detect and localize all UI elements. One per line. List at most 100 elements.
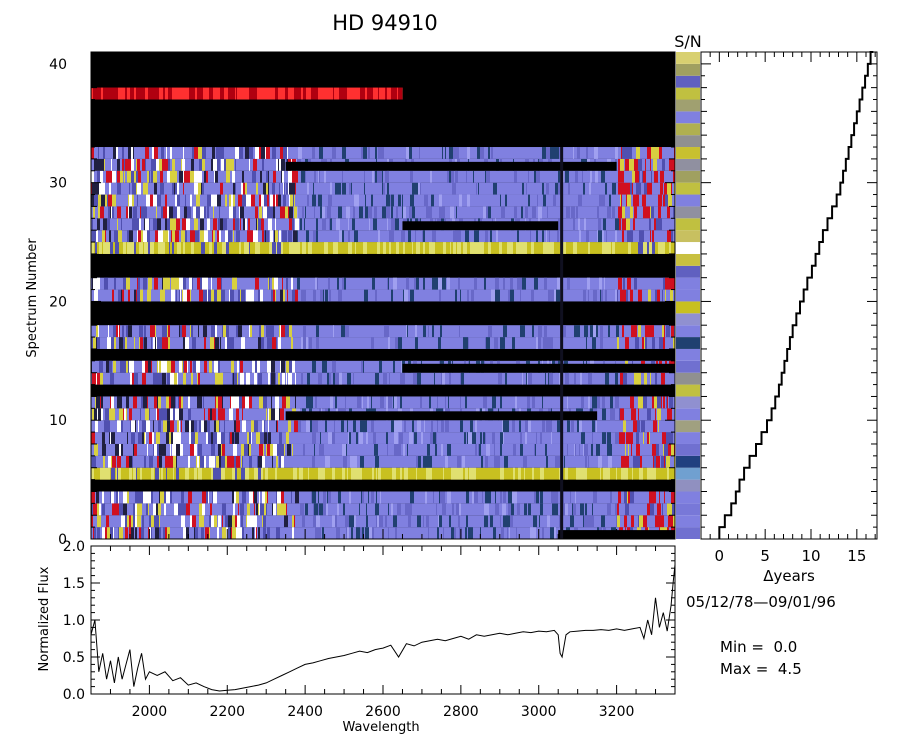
spectrum-texture-stripe	[447, 443, 448, 456]
spectrum-row-13	[91, 372, 675, 385]
spectrum-texture-stripe	[396, 242, 399, 254]
spectrum-texture-stripe	[338, 491, 341, 504]
spectrum-texture-stripe	[254, 503, 255, 516]
spectrum-texture-stripe	[98, 408, 101, 421]
spectrum-texture-stripe	[403, 206, 406, 219]
spectrum-row-fill	[91, 455, 675, 468]
spectrum-texture-stripe	[104, 467, 108, 480]
spectrum-texture-stripe	[322, 206, 325, 219]
spectrum-texture-stripe	[112, 170, 116, 183]
spectrum-texture-stripe	[355, 242, 356, 254]
spectrum-texture-stripe	[391, 194, 394, 207]
spectrum-texture-stripe	[329, 87, 330, 100]
spectrum-texture-stripe	[258, 372, 262, 385]
spectrum-texture-stripe	[165, 218, 167, 231]
spectrum-texture-stripe	[218, 372, 219, 385]
spectrum-texture-stripe	[350, 455, 353, 468]
spectrum-texture-stripe	[128, 194, 129, 207]
spectrum-texture-stripe	[570, 491, 571, 504]
spectrum-texture-stripe	[320, 147, 323, 159]
spectrum-row-fill	[91, 432, 675, 444]
spectrum-texture-stripe	[379, 242, 380, 254]
spectrum-texture-stripe	[108, 325, 109, 338]
spectrum-texture-stripe	[615, 230, 617, 243]
spectrum-texture-stripe	[395, 337, 398, 349]
spectrum-texture-stripe	[167, 206, 169, 219]
spectrum-texture-stripe	[107, 242, 110, 254]
spectrum-texture-stripe	[147, 170, 149, 183]
spectrum-texture-stripe	[190, 443, 194, 456]
spectrum-texture-stripe	[219, 420, 220, 433]
spectrum-texture-stripe	[445, 396, 446, 409]
spectrum-texture-stripe	[263, 182, 266, 195]
spectrum-texture-stripe	[183, 147, 184, 159]
spectrum-texture-stripe	[666, 455, 670, 468]
spectrum-texture-stripe	[643, 230, 644, 243]
spectrum-texture-stripe	[165, 87, 168, 100]
spectrum-texture-stripe	[219, 230, 221, 243]
spectrum-texture-stripe	[292, 360, 295, 373]
spectrum-texture-stripe	[625, 147, 627, 159]
spectrum-texture-stripe	[215, 396, 216, 409]
spectrum-texture-stripe	[186, 218, 190, 231]
spectrum-texture-stripe	[513, 467, 515, 480]
spectrum-texture-stripe	[262, 158, 264, 171]
spectrum-texture-stripe	[597, 206, 599, 219]
spectrum-texture-stripe	[228, 230, 232, 243]
spectrum-texture-stripe	[547, 206, 548, 219]
spectrum-texture-stripe	[557, 230, 559, 243]
spectrum-texture-stripe	[101, 396, 103, 409]
spectrum-texture-stripe	[661, 455, 664, 468]
spectrum-texture-stripe	[102, 527, 105, 539]
spectrum-texture-stripe	[319, 170, 320, 183]
spectrum-texture-stripe	[615, 147, 618, 159]
spectrum-texture-stripe	[448, 443, 451, 456]
spectrum-texture-stripe	[176, 87, 179, 100]
spectrum-texture-stripe	[233, 230, 234, 243]
spectrum-texture-stripe	[230, 527, 231, 539]
spectrum-texture-stripe	[281, 325, 285, 338]
spectrum-texture-stripe	[288, 87, 291, 100]
spectrum-texture-stripe	[563, 503, 565, 516]
spectrum-texture-stripe	[510, 515, 513, 528]
spectrum-texture-stripe	[93, 277, 97, 290]
spectrum-texture-stripe	[170, 443, 171, 456]
spectrum-texture-stripe	[544, 277, 547, 290]
spectrum-texture-stripe	[643, 170, 646, 183]
spectrum-texture-stripe	[255, 515, 257, 528]
spectrum-texture-stripe	[185, 87, 186, 100]
spectrum-y-tick-label: 10	[49, 413, 67, 429]
spectrum-texture-stripe	[537, 194, 538, 207]
spectrum-texture-stripe	[110, 206, 111, 219]
spectrum-row-16	[91, 337, 675, 349]
spectrum-texture-stripe	[201, 242, 204, 254]
spectrum-texture-stripe	[580, 503, 584, 516]
spectrum-texture-stripe	[313, 182, 314, 195]
spectrum-texture-stripe	[641, 455, 642, 468]
spectrum-texture-stripe	[532, 206, 536, 219]
spectrum-texture-stripe	[282, 230, 284, 243]
spectrum-texture-stripe	[321, 443, 324, 456]
spectrum-texture-stripe	[200, 230, 204, 243]
sn-cell	[676, 289, 700, 302]
spectrum-texture-stripe	[125, 515, 127, 528]
spectrum-texture-stripe	[238, 325, 242, 338]
spectrum-texture-stripe	[384, 325, 388, 338]
spectrum-texture-stripe	[373, 432, 376, 444]
spectrum-texture-stripe	[149, 432, 152, 444]
spectrum-texture-stripe	[275, 289, 276, 302]
spectrum-texture-stripe	[502, 420, 503, 433]
spectrum-texture-stripe	[183, 372, 186, 385]
spectrum-texture-stripe	[367, 396, 369, 409]
spectrum-texture-stripe	[236, 455, 240, 468]
spectrum-texture-stripe	[188, 408, 191, 421]
spectrum-texture-stripe	[363, 147, 367, 159]
spectrum-texture-stripe	[140, 242, 142, 254]
spectrum-texture-stripe	[516, 242, 520, 254]
spectrum-texture-stripe	[267, 337, 271, 349]
spectrum-texture-stripe	[542, 527, 544, 539]
spectrum-texture-stripe	[209, 515, 211, 528]
spectrum-texture-stripe	[111, 432, 115, 444]
spectrum-texture-stripe	[263, 206, 264, 219]
spectrum-texture-stripe	[200, 87, 203, 100]
